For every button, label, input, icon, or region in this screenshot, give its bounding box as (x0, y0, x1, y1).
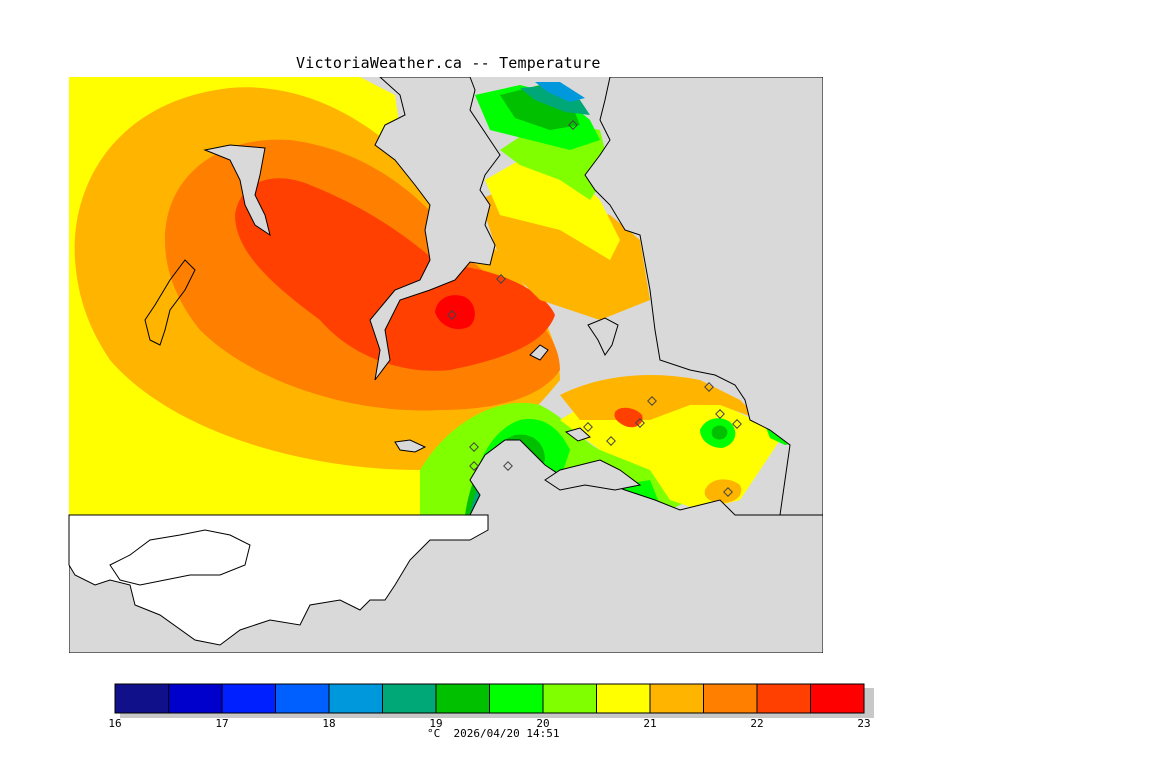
band-22-5 (235, 178, 555, 371)
station-marker (447, 310, 457, 320)
inlet-band-teal (520, 85, 590, 115)
legend-tick-label: 16 (108, 717, 121, 730)
legend-caption: °C 2026/04/20 14:51 (427, 727, 559, 740)
legend-swatch (275, 683, 330, 714)
station-marker (469, 461, 479, 471)
station-marker (635, 418, 645, 428)
legend-swatch (328, 683, 383, 714)
unshaded-land-islands (109, 529, 251, 586)
legend-tick-label: 17 (215, 717, 228, 730)
station-marker (503, 461, 513, 471)
legend-swatch (649, 683, 704, 714)
legend-tick-labels: 16 17 18 19 20 21 22 23 (108, 717, 870, 730)
land-east (584, 77, 823, 516)
station-marker (568, 120, 578, 130)
inlet-band-blue (535, 82, 585, 102)
legend-tick-label: 19 (429, 717, 442, 730)
station-marker (704, 382, 714, 392)
timestamp-label: 2026/04/20 14:51 (453, 727, 560, 740)
legend-unit: °C (427, 727, 441, 740)
station-marker (496, 274, 506, 284)
small-islands (203, 144, 642, 491)
south-band-orange-east (560, 375, 760, 420)
station-marker (469, 442, 479, 452)
legend-tick-label: 18 (322, 717, 335, 730)
temperature-contours (69, 77, 800, 515)
legend-swatch (596, 683, 651, 714)
legend-tick-label: 22 (750, 717, 763, 730)
east-orange-patch (704, 479, 742, 503)
legend-swatch (489, 683, 544, 714)
legend-swatch (810, 683, 865, 714)
legend-swatch (168, 683, 223, 714)
weather-stations (447, 120, 742, 497)
land-north-central (369, 77, 501, 381)
legend-swatch (703, 683, 758, 714)
legend-swatch (221, 683, 276, 714)
station-marker (723, 487, 733, 497)
legend-swatch (756, 683, 811, 714)
station-marker (583, 422, 593, 432)
station-marker (647, 396, 657, 406)
station-marker (732, 419, 742, 429)
station-marker (715, 409, 725, 419)
legend-tick-label: 20 (536, 717, 549, 730)
shoreline-inlet-west (144, 259, 196, 346)
inlet-band-yellow (485, 160, 620, 260)
legend-swatch (435, 683, 490, 714)
legend-tick-label: 23 (857, 717, 870, 730)
page-title: VictoriaWeather.ca -- Temperature (296, 54, 601, 72)
east-red-patch (614, 407, 643, 428)
legend-tick-label: 21 (643, 717, 656, 730)
station-marker (606, 436, 616, 446)
legend-swatch (542, 683, 597, 714)
east-darkgreen-patch (711, 425, 728, 440)
legend-swatch (114, 683, 169, 714)
temperature-color-legend (114, 683, 865, 714)
legend-swatch (382, 683, 437, 714)
band-23-hotspot (435, 295, 475, 330)
